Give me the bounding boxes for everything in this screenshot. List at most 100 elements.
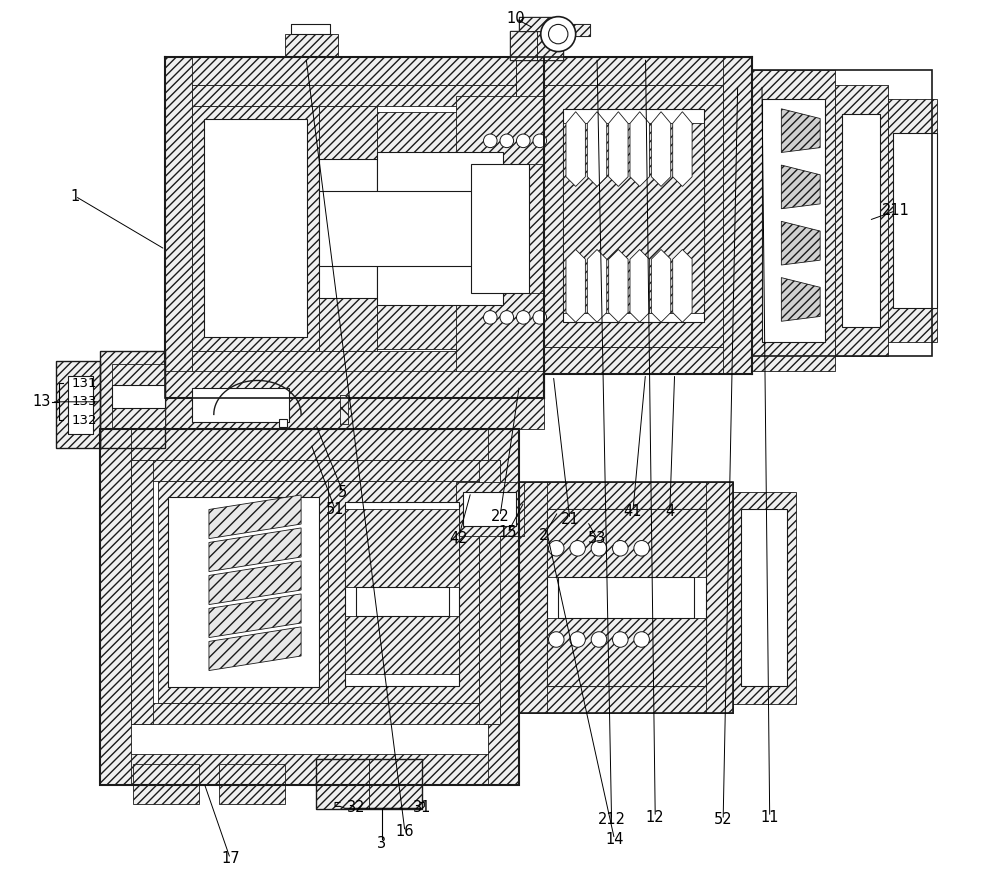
- Bar: [316, 759, 369, 809]
- Bar: [68, 412, 93, 434]
- Bar: [488, 429, 519, 785]
- Bar: [456, 96, 544, 164]
- Circle shape: [484, 134, 497, 147]
- Circle shape: [516, 134, 530, 147]
- Circle shape: [500, 310, 514, 324]
- Bar: [479, 460, 500, 724]
- Bar: [547, 509, 706, 577]
- Bar: [165, 58, 544, 85]
- Bar: [165, 58, 544, 398]
- Polygon shape: [587, 249, 607, 323]
- Bar: [547, 509, 706, 686]
- Text: 15: 15: [499, 525, 517, 541]
- Bar: [340, 395, 348, 424]
- Circle shape: [634, 541, 649, 556]
- Bar: [456, 482, 524, 535]
- Bar: [56, 361, 100, 448]
- Bar: [291, 24, 330, 34]
- Bar: [153, 481, 479, 703]
- Circle shape: [613, 631, 628, 647]
- Bar: [888, 99, 937, 342]
- Text: 11: 11: [760, 809, 779, 825]
- Bar: [319, 106, 377, 160]
- Bar: [544, 85, 723, 346]
- Bar: [752, 70, 835, 371]
- Text: 13: 13: [33, 394, 51, 409]
- Bar: [835, 85, 888, 356]
- Bar: [345, 617, 459, 674]
- Bar: [291, 24, 330, 34]
- Bar: [893, 133, 937, 308]
- Bar: [510, 31, 537, 60]
- Bar: [100, 754, 519, 785]
- Bar: [369, 759, 422, 809]
- Circle shape: [634, 631, 649, 647]
- Bar: [100, 351, 165, 448]
- Bar: [100, 351, 165, 448]
- Text: 22: 22: [491, 508, 509, 524]
- Polygon shape: [781, 221, 820, 265]
- Bar: [544, 58, 752, 85]
- Bar: [706, 482, 733, 713]
- Bar: [165, 58, 192, 398]
- Bar: [471, 164, 529, 293]
- Bar: [56, 361, 100, 448]
- Bar: [510, 31, 563, 60]
- Bar: [519, 482, 733, 713]
- Bar: [165, 371, 544, 429]
- Bar: [723, 58, 752, 374]
- Text: 133: 133: [72, 395, 98, 408]
- Bar: [573, 24, 590, 36]
- Circle shape: [516, 310, 530, 324]
- Bar: [547, 618, 706, 686]
- Bar: [219, 785, 285, 805]
- Text: 211: 211: [882, 203, 910, 218]
- Text: 12: 12: [646, 809, 665, 825]
- Bar: [204, 119, 307, 337]
- Bar: [192, 106, 319, 351]
- Text: 21: 21: [561, 512, 579, 527]
- Circle shape: [570, 541, 585, 556]
- Polygon shape: [673, 112, 692, 187]
- Bar: [544, 346, 752, 374]
- Polygon shape: [209, 528, 301, 571]
- Bar: [319, 298, 377, 351]
- Bar: [68, 376, 93, 397]
- Bar: [192, 351, 516, 372]
- Bar: [100, 429, 519, 785]
- Bar: [319, 160, 377, 298]
- Bar: [463, 492, 516, 526]
- Bar: [741, 509, 787, 686]
- Bar: [158, 481, 328, 703]
- Bar: [733, 492, 796, 704]
- Polygon shape: [781, 165, 820, 208]
- Text: 212: 212: [598, 813, 626, 828]
- Text: 10: 10: [506, 11, 525, 26]
- Circle shape: [484, 310, 497, 324]
- Circle shape: [549, 631, 564, 647]
- Bar: [345, 509, 459, 587]
- Bar: [377, 153, 503, 305]
- Circle shape: [591, 631, 607, 647]
- Bar: [279, 419, 287, 427]
- Circle shape: [549, 541, 564, 556]
- Bar: [537, 31, 563, 60]
- Circle shape: [613, 541, 628, 556]
- Circle shape: [549, 24, 568, 44]
- Bar: [133, 785, 199, 805]
- Bar: [752, 70, 932, 356]
- Circle shape: [541, 17, 576, 51]
- Bar: [377, 153, 503, 191]
- Bar: [519, 482, 547, 713]
- Bar: [563, 109, 704, 323]
- Polygon shape: [209, 561, 301, 604]
- Bar: [573, 24, 590, 36]
- Text: 3: 3: [377, 835, 386, 851]
- Bar: [842, 113, 880, 327]
- Polygon shape: [651, 112, 671, 187]
- Bar: [68, 376, 93, 434]
- Bar: [165, 371, 544, 398]
- Bar: [100, 429, 519, 460]
- Bar: [345, 501, 459, 686]
- Bar: [192, 85, 516, 106]
